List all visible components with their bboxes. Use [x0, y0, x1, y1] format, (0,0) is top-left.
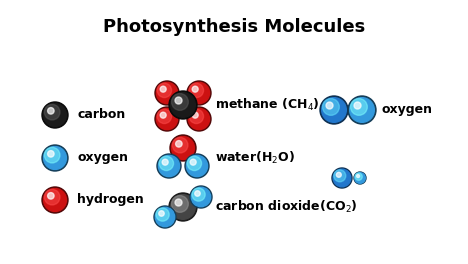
Circle shape: [171, 196, 188, 212]
Circle shape: [42, 145, 68, 171]
Circle shape: [175, 97, 182, 104]
Circle shape: [170, 135, 196, 161]
Circle shape: [192, 86, 198, 92]
Text: Photosynthesis Molecules: Photosynthesis Molecules: [103, 18, 365, 36]
Text: carbon dioxide(CO$_{2}$): carbon dioxide(CO$_{2}$): [215, 199, 358, 215]
Circle shape: [159, 156, 174, 171]
Circle shape: [48, 108, 54, 114]
Circle shape: [44, 104, 60, 120]
Circle shape: [157, 83, 172, 98]
Circle shape: [159, 155, 180, 177]
Circle shape: [190, 159, 196, 165]
Circle shape: [155, 81, 179, 105]
Circle shape: [44, 103, 66, 126]
Circle shape: [189, 109, 204, 124]
Circle shape: [350, 98, 374, 122]
Circle shape: [348, 96, 376, 124]
Circle shape: [320, 96, 348, 124]
Circle shape: [175, 199, 182, 206]
Circle shape: [160, 112, 166, 118]
Circle shape: [176, 141, 182, 147]
Circle shape: [191, 187, 211, 207]
Text: water(H$_{2}$O): water(H$_{2}$O): [215, 150, 295, 166]
Circle shape: [334, 170, 346, 182]
Circle shape: [159, 211, 164, 216]
Circle shape: [187, 107, 211, 131]
Circle shape: [185, 154, 209, 178]
Circle shape: [160, 86, 166, 92]
Circle shape: [48, 193, 54, 199]
Circle shape: [189, 83, 204, 98]
Circle shape: [326, 102, 333, 109]
Circle shape: [171, 195, 195, 219]
Circle shape: [156, 208, 169, 221]
Circle shape: [355, 173, 366, 183]
Circle shape: [190, 186, 212, 208]
Text: hydrogen: hydrogen: [77, 194, 144, 206]
Circle shape: [195, 191, 200, 196]
Circle shape: [156, 82, 177, 103]
Circle shape: [44, 189, 60, 205]
Circle shape: [154, 206, 176, 228]
Circle shape: [186, 155, 208, 177]
Circle shape: [336, 172, 341, 177]
Circle shape: [333, 169, 351, 187]
Circle shape: [157, 154, 181, 178]
Circle shape: [169, 193, 197, 221]
Circle shape: [169, 91, 197, 119]
Circle shape: [187, 156, 202, 171]
Circle shape: [42, 102, 68, 128]
Circle shape: [44, 147, 60, 163]
Text: carbon: carbon: [77, 109, 125, 121]
Circle shape: [357, 175, 359, 178]
Circle shape: [172, 136, 194, 159]
Circle shape: [332, 168, 352, 188]
Circle shape: [322, 98, 346, 122]
Circle shape: [192, 112, 198, 118]
Circle shape: [192, 188, 205, 201]
Circle shape: [189, 82, 210, 103]
Circle shape: [354, 172, 366, 184]
Circle shape: [354, 102, 361, 109]
Text: methane (CH$_{4}$): methane (CH$_{4}$): [215, 97, 320, 113]
Circle shape: [351, 98, 367, 115]
Circle shape: [44, 188, 66, 211]
Circle shape: [48, 150, 54, 157]
Circle shape: [172, 137, 188, 153]
Circle shape: [157, 109, 172, 124]
Circle shape: [171, 93, 188, 110]
Circle shape: [189, 109, 210, 130]
Circle shape: [155, 207, 175, 227]
Circle shape: [171, 93, 195, 117]
Circle shape: [42, 187, 68, 213]
Circle shape: [156, 109, 177, 130]
Circle shape: [355, 173, 362, 180]
Circle shape: [322, 98, 339, 115]
Text: oxygen: oxygen: [77, 152, 128, 164]
Circle shape: [162, 159, 168, 165]
Circle shape: [44, 147, 66, 169]
Circle shape: [187, 81, 211, 105]
Circle shape: [155, 107, 179, 131]
Text: oxygen: oxygen: [382, 103, 433, 116]
